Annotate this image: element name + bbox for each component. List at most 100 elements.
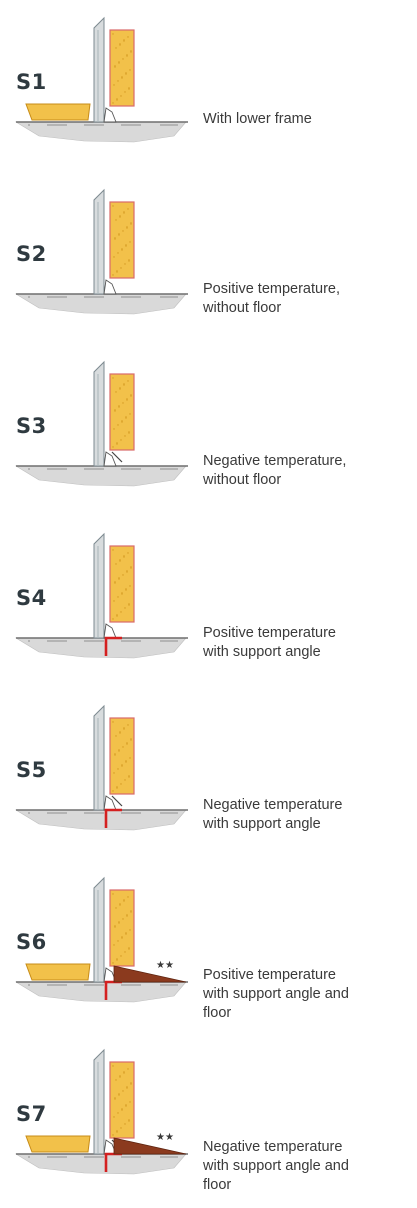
section-description: Negative temperature with support angle …: [203, 1139, 349, 1193]
ground-grain: [162, 812, 164, 814]
panel-grain: [127, 896, 129, 898]
ground-grain: [176, 468, 178, 470]
panel-grain: [123, 556, 125, 558]
ground-grain: [172, 812, 174, 814]
panel-grain: [118, 577, 120, 579]
panel-grain: [130, 1082, 132, 1084]
ground-grain: [47, 1156, 49, 1158]
ground-grain: [123, 124, 125, 126]
panel-grain: [116, 958, 118, 960]
ground-grain: [170, 640, 172, 642]
ground-grain: [164, 984, 166, 986]
panel-grain: [123, 1072, 125, 1074]
panel-grain: [123, 211, 125, 213]
ground-grain: [133, 984, 135, 986]
panel-grain: [114, 238, 116, 240]
ground-grain: [47, 296, 49, 298]
panel-grain: [120, 439, 122, 441]
panel-grain: [125, 244, 127, 246]
ground-grain: [86, 984, 88, 986]
panel-grain: [129, 929, 131, 931]
panel-grain: [114, 754, 116, 756]
panel-grain: [129, 585, 131, 587]
panel-grain: [113, 84, 115, 86]
panel-grain: [125, 245, 127, 247]
ground-grain: [53, 984, 55, 986]
ground-grain: [129, 296, 131, 298]
section-illustration: [14, 532, 188, 659]
section-description: Positive temperature with support angle …: [203, 967, 349, 1021]
ground-grain: [123, 296, 125, 298]
ground-grain: [164, 468, 166, 470]
ground-grain: [137, 984, 139, 986]
panel-grain: [118, 234, 120, 236]
ground-grain: [96, 296, 98, 298]
ground-grain: [65, 1156, 67, 1158]
panel-grain: [116, 270, 118, 272]
panel-grain: [118, 62, 120, 64]
panel-grain: [112, 274, 114, 276]
ground-grain: [121, 984, 123, 986]
panel-grain: [119, 559, 121, 561]
ground-grain: [129, 124, 131, 126]
ground-grain: [125, 124, 127, 126]
panel-grain: [130, 1083, 132, 1085]
ground-grain: [123, 1156, 125, 1158]
door-panel: [109, 889, 135, 967]
ground-grain: [135, 468, 137, 470]
ground-grain: [162, 124, 164, 126]
panel-grain: [121, 1108, 123, 1110]
panel-grain: [112, 1134, 114, 1136]
ground-grain: [88, 984, 90, 986]
section-s4: S4 Positive temperature with support angl…: [0, 516, 417, 688]
ground-grain: [59, 812, 61, 814]
ground-grain: [137, 812, 139, 814]
ground-grain: [84, 124, 86, 126]
door-frame: [93, 1048, 105, 1155]
ground-grain: [86, 1156, 88, 1158]
door-frame: [93, 188, 105, 295]
ground-grain: [168, 640, 170, 642]
section-label: S4: [16, 586, 47, 610]
ground-grain: [100, 296, 102, 298]
ground-grain: [174, 468, 176, 470]
ground-grain: [139, 124, 141, 126]
panel-grain: [121, 593, 123, 595]
ground-grain: [129, 812, 131, 814]
panel-grain: [118, 749, 120, 751]
ground-grain: [131, 296, 133, 298]
ground-grain: [55, 124, 57, 126]
ground-grain: [65, 296, 67, 298]
door-frame: [93, 704, 105, 811]
ground-grain: [162, 468, 164, 470]
panel-grain: [116, 614, 118, 616]
panel-grain: [112, 721, 114, 723]
ground-grain: [170, 296, 172, 298]
ground-grain: [125, 984, 127, 986]
ground-grain: [162, 296, 164, 298]
ground-grain: [164, 640, 166, 642]
ground-grain: [57, 1156, 59, 1158]
panel-grain: [125, 72, 127, 74]
panel-grain: [123, 555, 125, 557]
panel-grain: [129, 241, 131, 243]
ground-grain: [51, 124, 53, 126]
panel-grain: [114, 581, 116, 583]
bottom-seal: [103, 279, 117, 295]
panel-grain: [125, 417, 127, 419]
ground-grain: [94, 124, 96, 126]
ground-grain: [49, 468, 51, 470]
ground-grain: [53, 468, 55, 470]
panel-grain: [125, 932, 127, 934]
panel-grain: [129, 757, 131, 759]
panel-grain: [123, 383, 125, 385]
ground-grain: [166, 812, 168, 814]
ground-grain: [176, 124, 178, 126]
panel-grain: [119, 1075, 121, 1077]
ground-grain: [47, 124, 49, 126]
ground-grain: [176, 296, 178, 298]
panel-grain: [123, 728, 125, 730]
panel-grain: [116, 1130, 118, 1132]
ground-grain: [100, 1156, 102, 1158]
ground-grain: [65, 812, 67, 814]
